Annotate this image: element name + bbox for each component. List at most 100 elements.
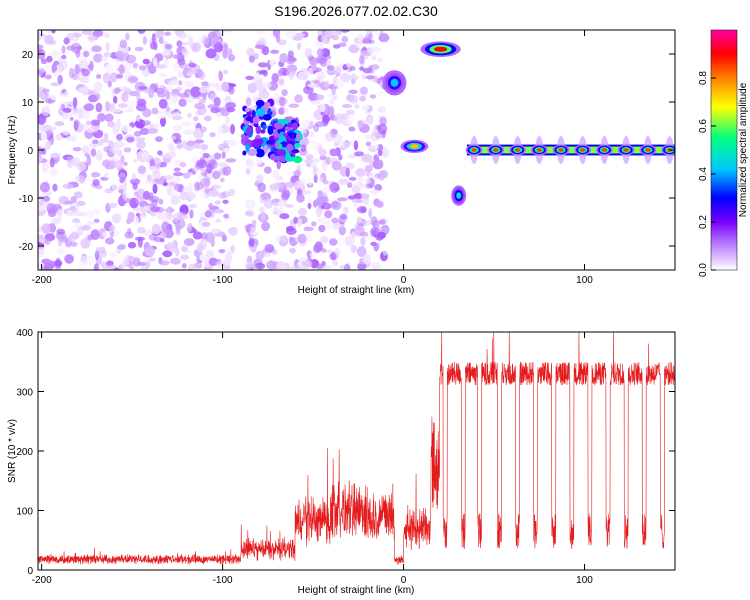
spectrogram-noise-blob (297, 233, 307, 244)
spectrogram-noise-blob (351, 198, 363, 203)
spectrogram-noise-blob (38, 31, 42, 41)
spectrogram-noise-blob (199, 254, 208, 262)
colorbar: 0.0 0.2 0.4 0.6 0.8 Normalized spectral ampl… (698, 29, 749, 277)
spectrogram-noise-blob (108, 147, 114, 152)
spectrogram-noise-blob (151, 33, 156, 44)
spectrogram-noise-blob (319, 154, 327, 161)
spectrogram-noise-blob (116, 133, 123, 141)
spectrogram-noise-blob (360, 86, 368, 95)
spectrogram-noise-blob (51, 217, 62, 225)
spectrogram-cluster-blob (276, 149, 287, 156)
spectrogram-noise-blob (145, 179, 157, 185)
spectrogram-noise-blob (254, 79, 263, 90)
spectrogram-noise-blob (209, 82, 221, 88)
spectrogram-noise-blob (140, 211, 147, 218)
x-tick-label: -200 (32, 575, 52, 586)
spectrogram-noise-blob (338, 226, 346, 236)
spectrogram-noise-blob (212, 170, 221, 180)
spectrogram-cluster-blob (286, 143, 294, 152)
spectrogram-noise-blob (250, 226, 256, 231)
spectrogram-noise-blob (141, 151, 149, 162)
spectrogram-noise-blob (137, 237, 143, 248)
spectrogram-noise-blob (362, 37, 369, 45)
spectrogram-noise-blob (245, 97, 252, 107)
spectrogram-noise-blob (52, 51, 62, 56)
spectrogram-noise-blob (102, 263, 108, 270)
spectrogram-noise-blob (125, 54, 137, 64)
spectrogram-noise-blob (137, 261, 146, 266)
spectrogram-noise-blob (143, 205, 150, 210)
spectrogram-noise-blob (326, 65, 335, 71)
spectrogram-noise-blob (81, 224, 91, 231)
spectrogram-noise-blob (200, 144, 208, 151)
spectrogram-noise-blob (96, 112, 106, 122)
spectrogram-noise-blob (269, 183, 280, 190)
spectrogram-noise-blob (84, 255, 95, 266)
spectrogram-noise-blob (134, 46, 144, 52)
spectrogram-noise-blob (109, 225, 115, 233)
spectrogram-noise-blob (360, 231, 369, 237)
spectrogram-noise-blob (315, 263, 323, 270)
spectrogram-noise-blob (329, 148, 338, 157)
x-tick-label: 100 (576, 275, 593, 286)
spectrogram-cluster-blob (255, 148, 265, 158)
spectrogram-noise-blob (317, 30, 323, 36)
spectrogram-noise-blob (320, 103, 326, 113)
spectrogram-noise-blob (171, 135, 177, 141)
spectrogram-x-ticks: -200 -100 0 100 (32, 30, 593, 286)
spectrogram-noise-blob (132, 182, 138, 190)
spectrogram-noise-blob (181, 47, 190, 56)
spectrogram-cluster-blob (247, 148, 258, 157)
spectrogram-noise-blob (213, 97, 221, 107)
spectrogram-noise-blob (73, 120, 79, 131)
spectrogram-noise-blob (219, 177, 225, 183)
spectrogram-noise-blob (218, 143, 225, 151)
spectrogram-noise-blob (308, 67, 314, 76)
spectrogram-noise-blob (158, 98, 168, 109)
spectrogram-noise-blob (315, 94, 325, 101)
spectrogram-noise-blob (329, 99, 335, 105)
spectrogram-noise-blob (288, 103, 300, 109)
colorbar-ticks: 0.0 0.2 0.4 0.6 0.8 (698, 71, 716, 277)
spectrogram-noise-blob (126, 136, 135, 143)
spectrogram-noise-blob (302, 118, 312, 129)
spectrogram-noise-blob (181, 121, 192, 127)
spectrogram-noise-blob (357, 262, 367, 270)
spectrogram-noise-blob (194, 102, 206, 110)
spectrogram-noise-blob (158, 72, 167, 78)
spectrogram-noise-blob (218, 249, 226, 254)
spectrogram-noise-blob (155, 136, 163, 143)
spectrogram-noise-blob (178, 92, 189, 99)
spectrogram-noise-blob (357, 246, 367, 258)
spectrogram-noise-blob (343, 206, 349, 215)
spectrogram-noise-blob (80, 238, 91, 249)
spectrogram-noise-blob (137, 226, 146, 234)
spectrogram-noise-blob (159, 232, 167, 239)
spectrogram-cluster-blob (251, 110, 256, 117)
x-tick-label: -200 (32, 275, 52, 286)
spectrogram-noise-blob (347, 195, 356, 200)
spectrogram-noise-blob (227, 83, 237, 88)
spectrogram-noise-blob (113, 140, 125, 148)
spectrogram-noise-blob (123, 147, 132, 153)
spectrogram-noise-blob (136, 98, 147, 107)
spectrogram-feature (558, 148, 564, 152)
spectrogram-noise-blob (214, 107, 222, 113)
spectrogram-noise-blob (321, 202, 332, 210)
spectrogram-noise-blob (251, 96, 259, 103)
spectrogram-noise-blob (81, 85, 89, 96)
spectrogram-noise-blob (225, 102, 237, 109)
spectrogram-noise-blob (54, 70, 61, 77)
spectrogram-noise-blob (365, 141, 372, 147)
spectrogram-noise-blob (361, 153, 373, 163)
spectrogram-noise-blob (183, 172, 191, 179)
spectrogram-noise-blob (331, 217, 339, 224)
spectrogram-noise-blob (353, 201, 358, 208)
spectrogram-noise-blob (341, 104, 353, 108)
spectrogram-noise-blob (51, 125, 57, 132)
spectrogram-noise-blob (301, 190, 311, 195)
spectrogram-noise-blob (378, 219, 386, 225)
spectrogram-noise-blob (278, 107, 285, 115)
spectrogram-noise-blob (332, 133, 344, 145)
